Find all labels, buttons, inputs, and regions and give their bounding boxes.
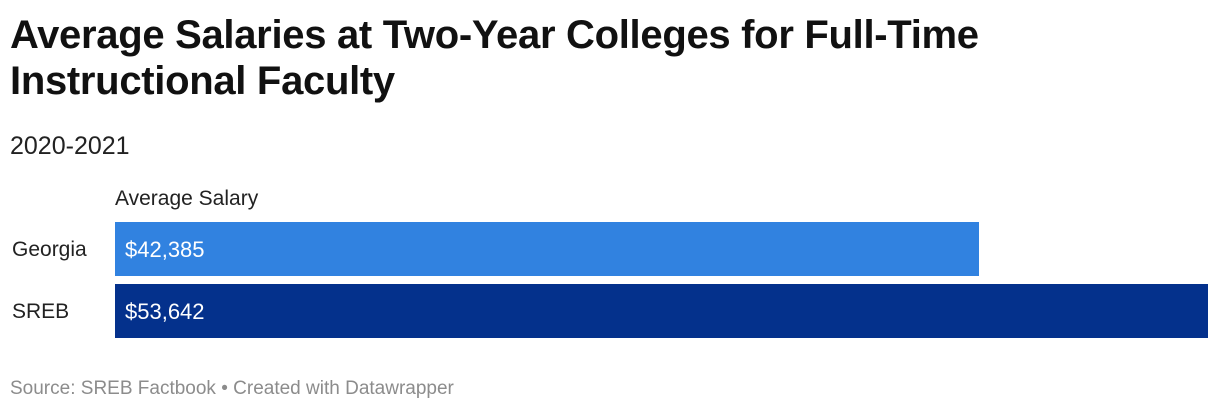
bar-chart: Average Salary Georgia $42,385 SREB $53,642	[0, 180, 1220, 350]
footer-separator: •	[215, 378, 234, 399]
chart-subtitle: 2020-2021	[10, 132, 130, 160]
source-name: SREB Factbook	[80, 378, 216, 399]
bar-sreb	[115, 284, 1208, 338]
value-label-sreb: $53,642	[125, 299, 205, 324]
chart-title: Average Salaries at Two-Year Colleges fo…	[10, 13, 979, 103]
source-label: Source:	[10, 378, 81, 399]
credit-text: Created with Datawrapper	[233, 378, 454, 399]
category-label-georgia: Georgia	[12, 238, 87, 261]
footer: Source: SREB Factbook • Created with Dat…	[10, 377, 454, 401]
bar-chart-svg: Average Salary Georgia $42,385 SREB $53,642	[12, 187, 1208, 338]
value-label-georgia: $42,385	[125, 237, 205, 262]
bars-group: Georgia $42,385 SREB $53,642	[12, 222, 1208, 338]
column-header: Average Salary	[115, 187, 259, 210]
category-label-sreb: SREB	[12, 300, 69, 323]
bar-georgia	[115, 222, 979, 276]
